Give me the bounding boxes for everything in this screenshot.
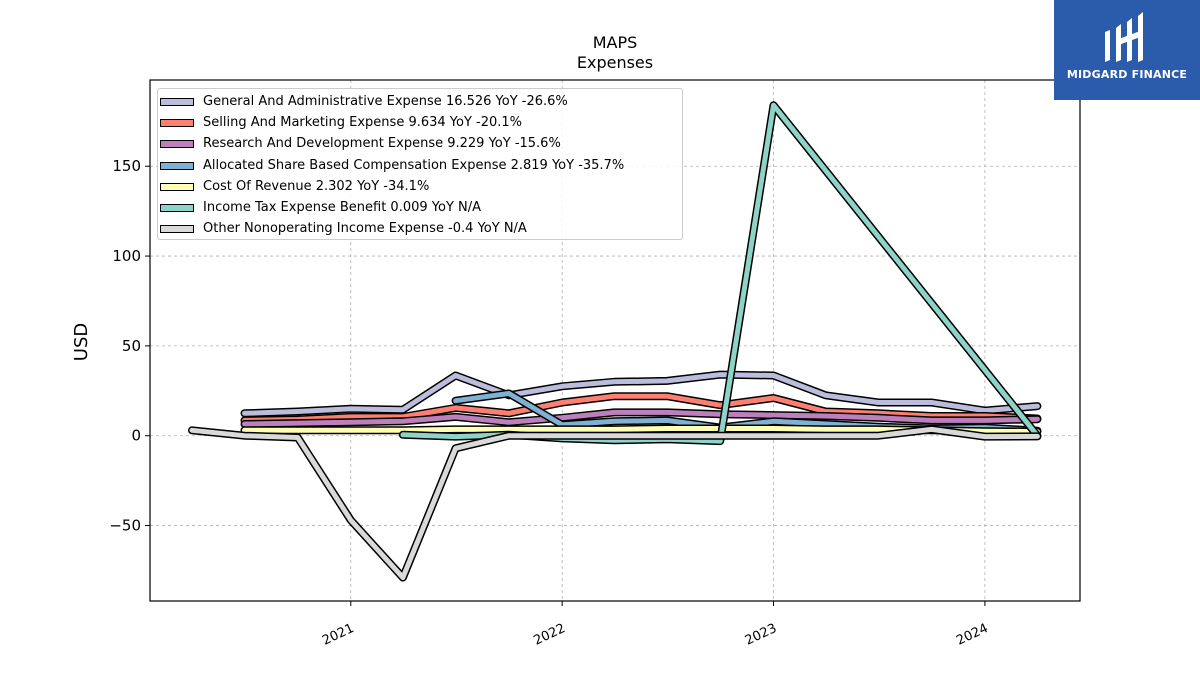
series-line — [240, 392, 1042, 425]
logo-text: MIDGARD FINANCE — [1066, 68, 1188, 81]
series-line-stroke — [242, 393, 1040, 423]
y-tick-label: 150 — [112, 157, 141, 175]
y-tick-label: 50 — [122, 337, 141, 355]
series-line-stroke — [189, 426, 1040, 581]
legend-swatch — [160, 182, 194, 191]
legend-swatch — [160, 119, 194, 128]
y-tick-label: −50 — [109, 517, 141, 535]
legend-swatch — [160, 161, 194, 170]
y-tick-label: 0 — [131, 427, 141, 445]
y-tick-label: 100 — [112, 247, 141, 265]
x-tick-label: 2022 — [532, 621, 568, 649]
legend-label: Income Tax Expense Benefit 0.009 YoY N/A — [203, 200, 482, 215]
series-line — [398, 101, 1042, 446]
chart-title: MAPS — [593, 33, 638, 52]
chart-subtitle: Expenses — [577, 53, 653, 72]
series-line-outline — [188, 425, 1042, 582]
midgard-logo-icon — [1105, 12, 1143, 62]
x-tick-label: 2023 — [743, 621, 779, 649]
series-line — [188, 425, 1042, 582]
series-line — [240, 408, 1042, 428]
legend-swatch — [160, 204, 194, 212]
legend-label: Selling And Marketing Expense 9.634 YoY … — [203, 115, 523, 131]
legend-swatch — [160, 225, 194, 234]
series-line-stroke — [400, 102, 1040, 444]
x-tick-label: 2024 — [954, 621, 990, 649]
legend-swatch — [160, 140, 194, 149]
plot-frame — [149, 79, 1081, 602]
plot-area — [188, 101, 1042, 582]
legend-label: Allocated Share Based Compensation Expen… — [203, 157, 625, 173]
legend-label: Cost Of Revenue 2.302 YoY -34.1% — [203, 178, 430, 194]
y-axis-label: USD — [71, 323, 92, 361]
series-line-stroke — [242, 372, 1040, 416]
brand-logo: MIDGARD FINANCE — [1054, 0, 1200, 100]
chart-legend: General And Administrative Expense 16.52… — [157, 88, 683, 240]
legend-swatch — [160, 98, 194, 106]
x-tick-label: 2021 — [320, 621, 356, 649]
legend-label: Research And Development Expense 9.229 Y… — [203, 136, 561, 152]
legend-label: Other Nonoperating Income Expense -0.4 Y… — [203, 221, 527, 237]
series-line-stroke — [242, 409, 1040, 427]
series-line — [240, 370, 1042, 418]
legend-label: General And Administrative Expense 16.52… — [203, 94, 568, 109]
